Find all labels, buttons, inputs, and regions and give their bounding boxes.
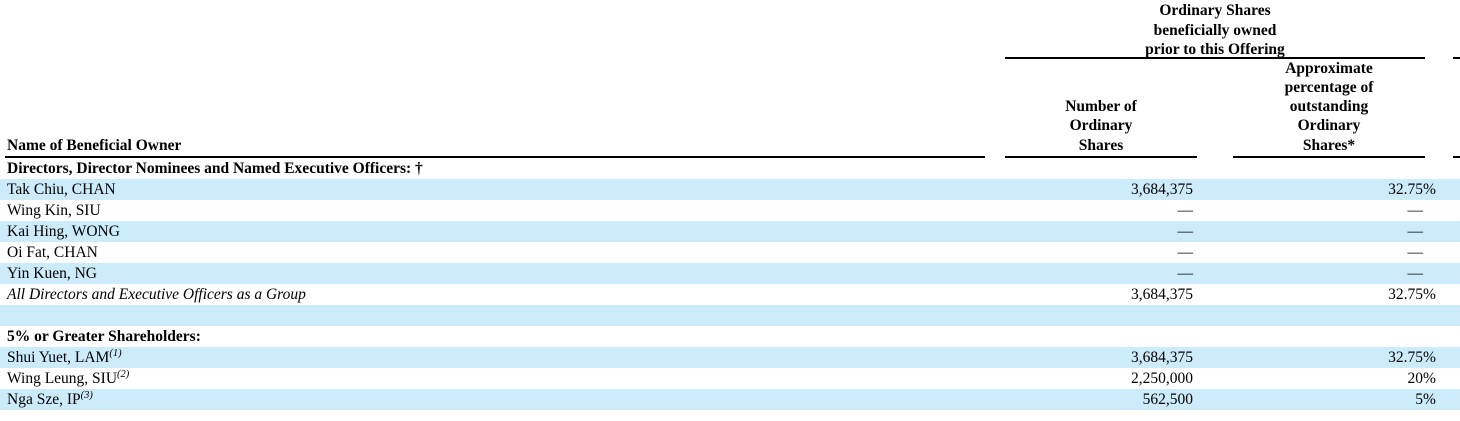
- table-row: Wing Kin, SIU — —: [0, 200, 1460, 221]
- pct-value: [1197, 326, 1423, 347]
- row-tail: [1445, 221, 1460, 242]
- shares-value: —: [1177, 223, 1194, 240]
- group-column-header: Ordinary Shares beneficially owned prior…: [1005, 0, 1425, 59]
- table-row-section-directors: Directors, Director Nominees and Named E…: [0, 158, 1460, 179]
- table-row-section-shareholders: 5% or Greater Shareholders:: [0, 326, 1460, 347]
- pct-unit: [1423, 263, 1445, 284]
- pct-unit: [1423, 242, 1445, 263]
- pct-unit: %: [1423, 349, 1436, 366]
- row-tail: [1445, 263, 1460, 284]
- shares-value: 3,684,375: [1131, 181, 1193, 198]
- pct-value: 32.75: [1388, 286, 1423, 303]
- cutoff-column-rule-top: [1453, 0, 1460, 59]
- shares-value: [1005, 158, 1197, 179]
- pct-unit: %: [1423, 370, 1436, 387]
- pct-unit: %: [1423, 286, 1436, 303]
- shares-value: [1005, 305, 1197, 326]
- owner-name: Oi Fat, CHAN: [7, 244, 98, 261]
- section-heading: 5% or Greater Shareholders:: [7, 328, 201, 345]
- row-tail: [1445, 284, 1460, 305]
- table-header: Ordinary Shares beneficially owned prior…: [0, 0, 1460, 158]
- cutoff-column-rule-bottom: [1453, 156, 1460, 158]
- footnote-ref: (2): [117, 368, 130, 380]
- owner-name: Yin Kuen, NG: [7, 265, 97, 282]
- row-tail: [1445, 389, 1460, 410]
- table-row: Yin Kuen, NG — —: [0, 263, 1460, 284]
- row-tail: [1445, 200, 1460, 221]
- owner-name: Wing Leung, SIU(2): [7, 368, 130, 387]
- pct-unit: [1423, 221, 1445, 242]
- pct-value: [1197, 305, 1423, 326]
- owner-name: Wing Kin, SIU: [7, 202, 101, 219]
- table-row-spacer: [0, 305, 1460, 326]
- pct-unit: [1423, 326, 1445, 347]
- shares-value: 2,250,000: [1131, 370, 1193, 387]
- shares-value: 562,500: [1142, 391, 1193, 408]
- table-row-group-total: All Directors and Executive Officers as …: [0, 284, 1460, 305]
- shares-value: 3,684,375: [1131, 349, 1193, 366]
- pct-value: 20: [1407, 370, 1424, 387]
- pct-value: —: [1407, 244, 1424, 261]
- pct-value: 5: [1415, 391, 1423, 408]
- pct-unit: [1423, 305, 1445, 326]
- pct-column-header: Approximate percentage of outstanding Or…: [1233, 59, 1425, 158]
- owner-name: [0, 305, 1005, 326]
- pct-value: —: [1407, 265, 1424, 282]
- owner-name: Kai Hing, WONG: [7, 223, 120, 240]
- table-row: Wing Leung, SIU(2) 2,250,000 20 %: [0, 368, 1460, 389]
- table-row: Nga Sze, IP(3) 562,500 5 %: [0, 389, 1460, 410]
- owner-name: Nga Sze, IP(3): [7, 389, 93, 408]
- table-body: Directors, Director Nominees and Named E…: [0, 158, 1460, 410]
- row-tail: [1445, 347, 1460, 368]
- row-tail: [1445, 368, 1460, 389]
- pct-unit: [1423, 200, 1445, 221]
- name-column-header: Name of Beneficial Owner: [5, 137, 985, 158]
- row-tail: [1445, 158, 1460, 179]
- shares-value: [1005, 326, 1197, 347]
- footnote-ref: (3): [80, 389, 93, 401]
- owner-name: Tak Chiu, CHAN: [7, 181, 116, 198]
- pct-unit: %: [1423, 391, 1436, 408]
- pct-value: —: [1407, 223, 1424, 240]
- shares-value: 3,684,375: [1131, 286, 1193, 303]
- shares-column-header: Number of Ordinary Shares: [1005, 97, 1197, 158]
- pct-value: [1197, 158, 1423, 179]
- pct-value: —: [1407, 202, 1424, 219]
- shares-value: —: [1177, 244, 1194, 261]
- shares-value: —: [1177, 202, 1194, 219]
- footnote-ref: (1): [109, 347, 122, 359]
- pct-value: 32.75: [1388, 181, 1423, 198]
- pct-unit: [1423, 158, 1445, 179]
- table-row: Shui Yuet, LAM(1) 3,684,375 32.75 %: [0, 347, 1460, 368]
- table-row: Kai Hing, WONG — —: [0, 221, 1460, 242]
- row-tail: [1445, 326, 1460, 347]
- table-row: Oi Fat, CHAN — —: [0, 242, 1460, 263]
- shares-value: —: [1177, 265, 1194, 282]
- row-tail: [1445, 242, 1460, 263]
- table-row: Tak Chiu, CHAN 3,684,375 32.75 %: [0, 179, 1460, 200]
- owner-name: All Directors and Executive Officers as …: [7, 286, 306, 303]
- row-tail: [1445, 305, 1460, 326]
- pct-unit: %: [1423, 181, 1436, 198]
- pct-value: 32.75: [1388, 349, 1423, 366]
- row-tail: [1445, 179, 1460, 200]
- section-heading: Directors, Director Nominees and Named E…: [7, 160, 423, 177]
- owner-name: Shui Yuet, LAM(1): [7, 347, 122, 366]
